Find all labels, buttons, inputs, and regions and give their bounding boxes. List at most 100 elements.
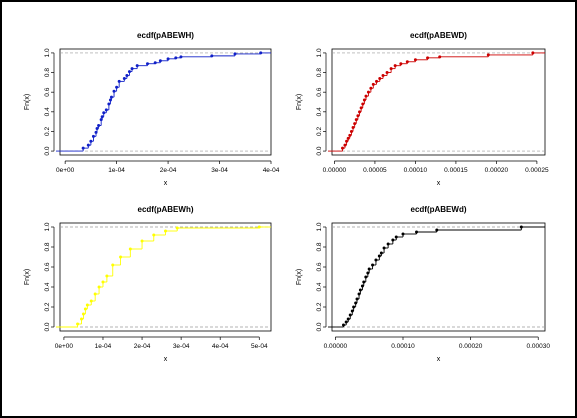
ecdf-panel-4: 0.00000 0.00010 0.00020 0.00030 0.0 0.2 0.4 0.6… <box>296 205 550 363</box>
ecdf-point <box>346 136 350 140</box>
ecdf-point <box>349 129 353 133</box>
y-tick-label: 0.8 <box>316 68 323 77</box>
ecdf-point <box>366 90 370 94</box>
x-tick-label: 5e-04 <box>251 343 268 350</box>
ecdf-point <box>362 280 366 284</box>
ecdf-point <box>354 118 358 122</box>
x-tick-label: 0.00020 <box>459 343 483 350</box>
ecdf-point <box>345 139 349 143</box>
ecdf-point <box>158 59 162 63</box>
y-tick-label: 0.2 <box>316 127 323 136</box>
x-axis: 0.00000 0.00010 0.00020 0.00030 <box>324 336 550 350</box>
ecdf-point <box>377 254 381 258</box>
ecdf-point <box>351 126 355 130</box>
ecdf-point <box>97 124 101 128</box>
ecdf-point <box>361 102 365 106</box>
y-tick-label: 0.0 <box>316 322 323 331</box>
y-axis-label: Fn(x) <box>296 269 303 285</box>
y-tick-label: 0.0 <box>44 322 51 331</box>
ecdf-point <box>125 74 129 77</box>
ecdf-point <box>413 58 417 62</box>
x-tick-label: 1e-04 <box>95 343 112 350</box>
ecdf-point <box>130 67 134 71</box>
ecdf-point <box>362 98 366 102</box>
x-tick-label: 0.00015 <box>444 167 468 174</box>
ecdf-point <box>391 238 395 242</box>
ecdf-point <box>426 56 430 60</box>
plot-box <box>59 48 272 156</box>
x-tick-label: 0.00010 <box>391 343 415 350</box>
ecdf-point <box>358 288 362 292</box>
ecdf-point <box>122 76 126 80</box>
ecdf-point <box>369 86 373 90</box>
x-tick-label: 0.00000 <box>324 343 348 350</box>
ecdf-point <box>435 228 439 232</box>
ecdf-point <box>128 247 132 251</box>
y-tick-label: 0.0 <box>316 146 323 155</box>
x-axis: 0e+00 1e-04 2e-04 3e-04 4e-04 5e-04 <box>55 336 268 350</box>
x-tick-label: 0.00020 <box>485 167 509 174</box>
ecdf-point <box>100 115 104 119</box>
y-tick-label: 0.8 <box>316 242 323 251</box>
x-tick-label: 3e-04 <box>211 167 228 174</box>
x-tick-label: 3e-04 <box>173 343 190 350</box>
y-axis: 0.0 0.2 0.4 0.6 0.8 1.0 <box>316 48 327 156</box>
y-axis-label: Fn(x) <box>24 269 31 285</box>
y-axis: 0.0 0.2 0.4 0.6 0.8 1.0 <box>316 222 327 332</box>
ecdf-point <box>91 134 95 138</box>
ecdf-point <box>352 305 356 309</box>
ecdf-point <box>135 64 139 68</box>
ecdf-point <box>382 246 386 250</box>
y-axis-label: Fn(x) <box>24 94 31 110</box>
y-tick-label: 1.0 <box>316 48 323 57</box>
x-tick-label: 0e+00 <box>56 167 75 174</box>
ecdf-point <box>166 57 170 61</box>
ecdf-point <box>356 114 360 118</box>
ecdf-point <box>343 143 347 147</box>
ecdf-point <box>109 95 113 99</box>
ecdf-point <box>233 52 237 56</box>
ecdf-point <box>179 55 183 59</box>
ecdf-point <box>83 307 87 311</box>
ecdf-point <box>366 271 370 275</box>
y-axis: 0.0 0.2 0.4 0.6 0.8 1.0 <box>44 222 55 332</box>
ecdf-point <box>367 267 371 271</box>
ecdf-point <box>111 263 115 267</box>
y-tick-label: 0.6 <box>316 87 323 96</box>
ecdf-point <box>405 60 409 64</box>
ecdf-point <box>81 146 85 150</box>
ecdf-series <box>328 225 545 328</box>
x-tick-label: 0.00025 <box>525 167 549 174</box>
ecdf-point <box>108 98 112 102</box>
y-axis: 0.0 0.2 0.4 0.6 0.8 1.0 <box>44 48 55 156</box>
ecdf-point <box>112 89 116 93</box>
ecdf-point <box>341 146 345 150</box>
y-tick-label: 1.0 <box>44 48 51 57</box>
x-tick-label: 4e-04 <box>263 167 280 174</box>
y-tick-label: 0.4 <box>44 282 51 291</box>
ecdf-panel-2: 0.00000 0.00005 0.00010 0.00015 0.00020 0.000… <box>296 31 549 187</box>
y-tick-label: 0.4 <box>44 107 51 116</box>
ecdf-point <box>115 85 119 89</box>
x-axis-label: x <box>437 180 441 187</box>
ecdf-point <box>89 299 93 303</box>
ecdf-point <box>348 133 352 137</box>
ecdf-series <box>56 225 271 328</box>
ecdf-panel-3: 0e+00 1e-04 2e-04 3e-04 4e-04 5e-040.00.20.40… <box>24 205 272 363</box>
ecdf-point <box>127 70 131 74</box>
chart-title: ecdf(pABEWD) <box>410 31 467 40</box>
ecdf-point <box>344 320 348 324</box>
ecdf-point <box>531 51 535 55</box>
x-tick-label: 0.00005 <box>363 167 387 174</box>
ecdf-point <box>378 76 382 80</box>
ecdf-point <box>371 82 375 86</box>
ecdf-point <box>486 53 490 57</box>
ecdf-point <box>79 317 83 321</box>
y-tick-label: 0.4 <box>316 282 323 291</box>
ecdf-point <box>350 309 354 313</box>
ecdf-point <box>348 313 352 317</box>
ecdf-panel-1: 0e+00 1e-04 2e-04 3e-04 4e-04 0.0 0.2 0.4 0.6 0.8… <box>24 31 280 187</box>
x-tick-label: 0.00030 <box>526 343 550 350</box>
ecdf-point <box>364 275 368 279</box>
